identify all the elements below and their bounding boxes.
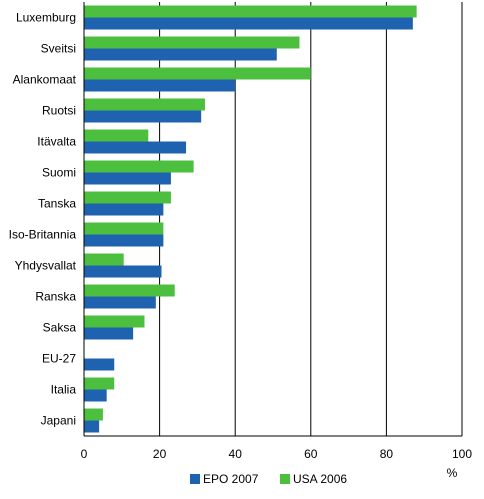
bar-usa-2006: [84, 253, 124, 266]
bar-usa-2006: [84, 5, 417, 18]
x-tick-label: 20: [153, 447, 167, 461]
bar-epo-2007: [84, 234, 164, 247]
category-label: Ranska: [35, 290, 76, 304]
bar-usa-2006: [84, 67, 311, 80]
legend: EPO 2007 USA 2006: [190, 472, 347, 486]
category-label: Ruotsi: [42, 104, 76, 118]
bar-epo-2007: [84, 265, 162, 278]
bar-epo-2007: [84, 203, 164, 216]
bars: [84, 5, 417, 433]
bar-epo-2007: [84, 420, 100, 433]
x-tick-labels: 0 20 40 60 80 100: [81, 447, 473, 461]
x-tick-label: 80: [380, 447, 394, 461]
x-tick-label: 0: [81, 447, 88, 461]
x-tick-label: 40: [229, 447, 243, 461]
bar-epo-2007: [84, 172, 171, 185]
x-axis-unit-label: %: [447, 466, 458, 480]
bar-epo-2007: [84, 48, 277, 61]
bar-epo-2007: [84, 141, 187, 154]
bar-usa-2006: [84, 315, 145, 328]
category-label: Yhdysvallat: [15, 259, 77, 273]
category-label: Itävalta: [37, 135, 76, 149]
x-tick-label: 100: [452, 447, 472, 461]
category-label: Luxemburg: [16, 11, 76, 25]
category-label: Sveitsi: [41, 42, 76, 56]
category-labels: Luxemburg Sveitsi Alankomaat Ruotsi Itävalta…: [9, 11, 77, 428]
category-label: Alankomaat: [13, 73, 77, 87]
bar-usa-2006: [84, 284, 175, 297]
bar-epo-2007: [84, 296, 156, 309]
bar-epo-2007: [84, 389, 107, 402]
bar-usa-2006: [84, 191, 171, 204]
bar-epo-2007: [84, 358, 115, 371]
bar-epo-2007: [84, 110, 202, 123]
bar-epo-2007: [84, 327, 134, 340]
category-label: Suomi: [42, 166, 76, 180]
legend-swatch: [190, 474, 200, 484]
category-label: Tanska: [38, 197, 76, 211]
category-label: Iso-Britannia: [9, 228, 77, 242]
category-label: Italia: [51, 383, 77, 397]
bar-usa-2006: [84, 377, 115, 390]
bar-usa-2006: [84, 408, 103, 421]
legend-swatch: [280, 474, 290, 484]
bar-epo-2007: [84, 79, 236, 92]
category-label: Japani: [41, 414, 76, 428]
gridlines: [159, 2, 463, 436]
bar-epo-2007: [84, 17, 413, 30]
bar-usa-2006: [84, 160, 194, 173]
bar-usa-2006: [84, 129, 149, 142]
legend-label: EPO 2007: [203, 472, 259, 486]
x-tick-label: 60: [304, 447, 318, 461]
legend-label: USA 2006: [293, 472, 347, 486]
category-label: EU-27: [42, 352, 76, 366]
category-label: Saksa: [43, 321, 77, 335]
bar-usa-2006: [84, 36, 300, 49]
bar-usa-2006: [84, 98, 205, 111]
bar-usa-2006: [84, 222, 164, 235]
